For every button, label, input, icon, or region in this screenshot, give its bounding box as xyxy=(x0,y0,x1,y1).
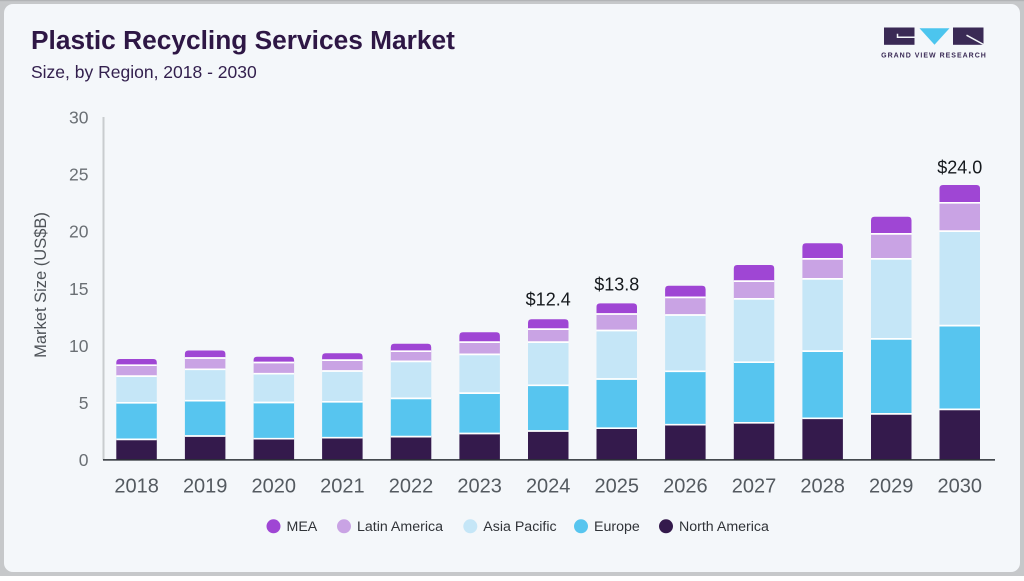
svg-text:$12.4: $12.4 xyxy=(526,290,571,310)
svg-text:10: 10 xyxy=(69,336,89,356)
svg-text:2018: 2018 xyxy=(114,476,159,498)
svg-text:Asia Pacific: Asia Pacific xyxy=(483,519,556,535)
svg-text:2028: 2028 xyxy=(800,476,845,498)
svg-text:5: 5 xyxy=(79,393,89,413)
svg-text:Plastic Recycling Services Mar: Plastic Recycling Services Market xyxy=(31,25,455,55)
svg-text:Latin America: Latin America xyxy=(357,519,443,535)
svg-text:2029: 2029 xyxy=(869,476,914,498)
svg-text:$24.0: $24.0 xyxy=(937,158,982,178)
svg-text:2020: 2020 xyxy=(252,476,297,498)
svg-text:2023: 2023 xyxy=(457,476,502,498)
svg-text:0: 0 xyxy=(79,450,89,470)
svg-text:MEA: MEA xyxy=(287,519,318,535)
svg-text:GRAND VIEW RESEARCH: GRAND VIEW RESEARCH xyxy=(881,53,987,60)
svg-text:2027: 2027 xyxy=(732,476,777,498)
svg-text:15: 15 xyxy=(69,279,88,299)
svg-text:$13.8: $13.8 xyxy=(594,275,639,295)
svg-text:2024: 2024 xyxy=(526,476,571,498)
svg-text:Market Size (US$B): Market Size (US$B) xyxy=(32,212,50,358)
svg-text:25: 25 xyxy=(69,165,88,185)
svg-text:2025: 2025 xyxy=(595,476,640,498)
svg-text:2022: 2022 xyxy=(389,476,434,498)
svg-text:2026: 2026 xyxy=(663,476,708,498)
svg-text:2030: 2030 xyxy=(938,476,983,498)
svg-text:2019: 2019 xyxy=(183,476,228,498)
svg-text:North America: North America xyxy=(679,519,769,535)
svg-text:30: 30 xyxy=(69,108,89,128)
svg-text:2021: 2021 xyxy=(320,476,365,498)
svg-text:Europe: Europe xyxy=(594,519,640,535)
svg-text:Size, by Region, 2018 - 2030: Size, by Region, 2018 - 2030 xyxy=(31,62,257,82)
svg-text:20: 20 xyxy=(69,222,89,242)
